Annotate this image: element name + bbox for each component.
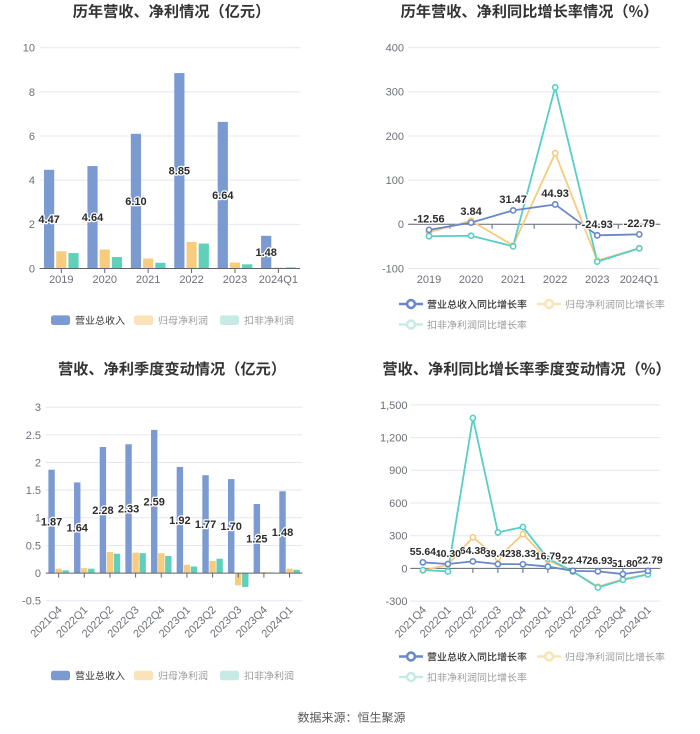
svg-text:6.64: 6.64 <box>212 190 234 202</box>
svg-text:4.47: 4.47 <box>38 214 59 226</box>
svg-text:2024Q1: 2024Q1 <box>620 274 659 286</box>
svg-text:1.87: 1.87 <box>41 516 62 528</box>
svg-text:2019: 2019 <box>49 274 73 286</box>
svg-text:39.42: 39.42 <box>485 548 511 560</box>
svg-text:1.77: 1.77 <box>195 519 216 531</box>
svg-text:2.5: 2.5 <box>26 430 41 442</box>
svg-text:2020: 2020 <box>459 274 483 286</box>
svg-text:6.10: 6.10 <box>125 196 146 208</box>
svg-text:1.92: 1.92 <box>169 515 190 527</box>
svg-text:-12.56: -12.56 <box>413 213 444 225</box>
svg-text:44.93: 44.93 <box>541 188 569 200</box>
svg-text:2023: 2023 <box>585 274 609 286</box>
svg-text:200: 200 <box>386 131 404 143</box>
svg-text:2: 2 <box>35 457 41 469</box>
svg-text:2023: 2023 <box>223 274 247 286</box>
svg-text:8.85: 8.85 <box>169 166 190 178</box>
svg-text:3.84: 3.84 <box>460 206 482 218</box>
svg-text:0: 0 <box>35 568 41 580</box>
svg-text:16.79: 16.79 <box>535 550 561 562</box>
svg-text:2020: 2020 <box>92 274 116 286</box>
svg-text:2019: 2019 <box>417 274 441 286</box>
svg-text:-22.79: -22.79 <box>633 555 663 567</box>
svg-text:1.48: 1.48 <box>255 247 276 259</box>
svg-text:0: 0 <box>401 563 407 575</box>
svg-text:-300: -300 <box>385 596 407 608</box>
svg-text:1,500: 1,500 <box>380 400 408 412</box>
svg-text:40.30: 40.30 <box>435 548 461 560</box>
svg-text:300: 300 <box>389 531 407 543</box>
svg-text:10: 10 <box>23 43 35 55</box>
svg-text:300: 300 <box>386 87 404 99</box>
svg-text:0: 0 <box>398 219 404 231</box>
svg-text:-22.79: -22.79 <box>624 218 655 230</box>
svg-text:55.64: 55.64 <box>410 546 436 558</box>
svg-text:0.5: 0.5 <box>26 540 41 552</box>
svg-text:2022: 2022 <box>179 274 203 286</box>
svg-text:600: 600 <box>389 498 407 510</box>
svg-text:38.33: 38.33 <box>510 548 536 560</box>
svg-text:2021: 2021 <box>501 274 525 286</box>
svg-text:-100: -100 <box>382 263 404 275</box>
svg-text:1.25: 1.25 <box>246 533 267 545</box>
svg-text:400: 400 <box>386 43 404 55</box>
svg-text:900: 900 <box>389 465 407 477</box>
svg-text:-22.47: -22.47 <box>558 555 588 567</box>
svg-text:2022: 2022 <box>543 274 567 286</box>
svg-text:0: 0 <box>29 263 35 275</box>
svg-text:4.64: 4.64 <box>82 212 104 224</box>
svg-text:2.28: 2.28 <box>92 505 113 517</box>
svg-text:1.5: 1.5 <box>26 485 41 497</box>
svg-text:1.70: 1.70 <box>220 521 241 533</box>
svg-text:2021: 2021 <box>136 274 160 286</box>
svg-text:-51.80: -51.80 <box>608 558 638 570</box>
svg-text:31.47: 31.47 <box>499 194 527 206</box>
svg-text:-26.93: -26.93 <box>583 555 613 567</box>
svg-text:4: 4 <box>29 175 35 187</box>
svg-text:1,200: 1,200 <box>380 433 408 445</box>
svg-text:1: 1 <box>35 513 41 525</box>
svg-text:6: 6 <box>29 131 35 143</box>
svg-text:3: 3 <box>35 402 41 414</box>
svg-text:-24.93: -24.93 <box>582 219 613 231</box>
svg-text:8: 8 <box>29 87 35 99</box>
svg-text:2: 2 <box>29 219 35 231</box>
svg-text:2024Q1: 2024Q1 <box>259 274 298 286</box>
svg-text:2.33: 2.33 <box>118 504 139 516</box>
svg-text:-0.5: -0.5 <box>22 596 41 608</box>
svg-text:1.48: 1.48 <box>272 527 293 539</box>
svg-text:64.38: 64.38 <box>460 545 486 557</box>
svg-text:100: 100 <box>386 175 404 187</box>
svg-text:2.59: 2.59 <box>144 496 165 508</box>
svg-text:1.64: 1.64 <box>67 523 89 535</box>
